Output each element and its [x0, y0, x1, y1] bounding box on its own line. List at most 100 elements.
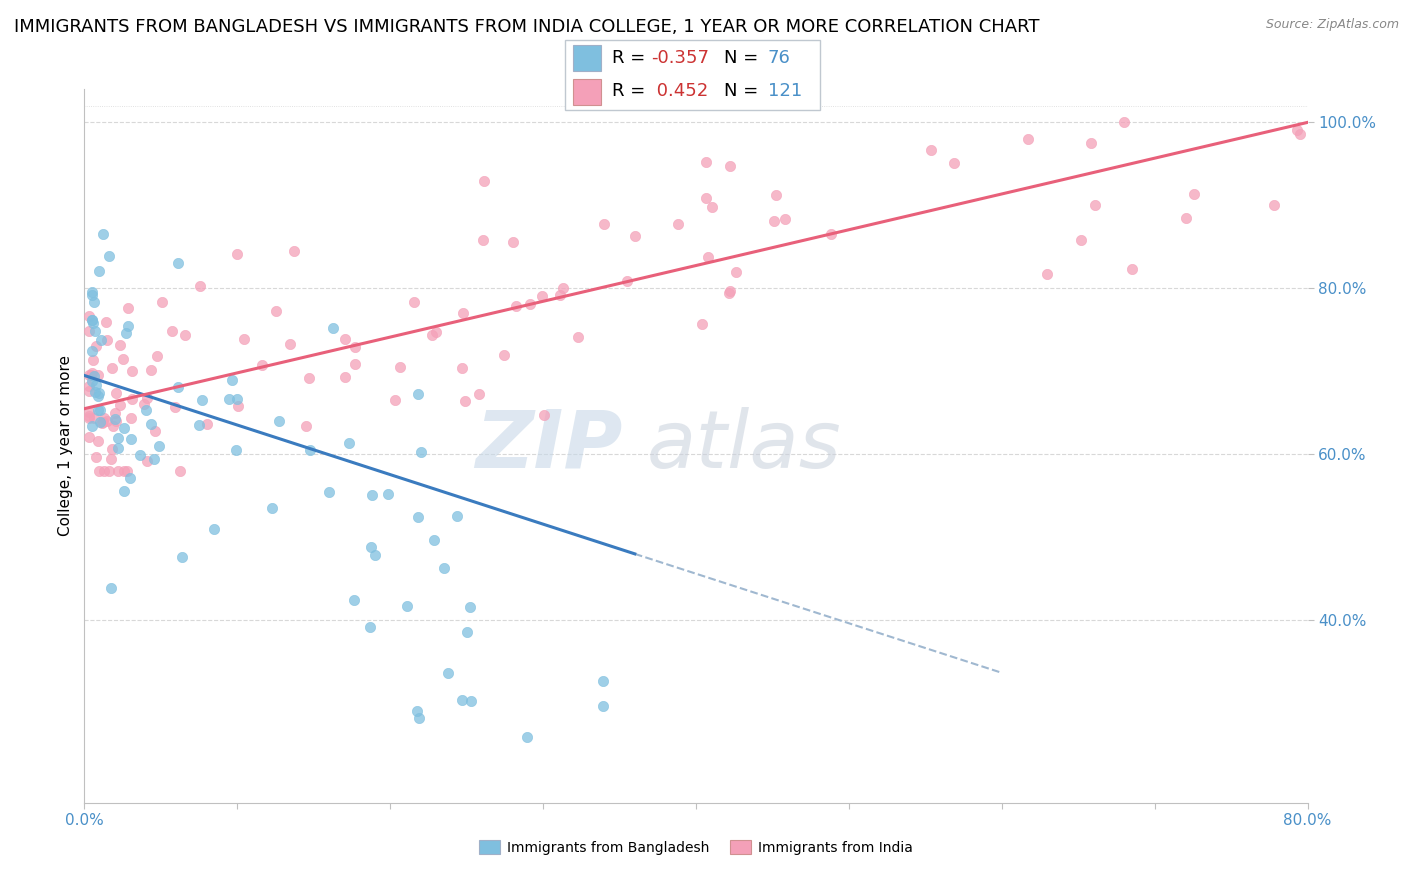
Point	[1174, 211, 1197, 226]
Point	[458, 600, 481, 615]
Point	[472, 233, 495, 247]
Point	[533, 409, 555, 423]
Point	[344, 340, 367, 354]
Point	[117, 301, 139, 316]
Point	[89, 415, 111, 429]
Point	[695, 155, 717, 169]
Point	[318, 484, 340, 499]
Point	[226, 399, 249, 413]
Point	[333, 370, 356, 384]
Point	[80, 285, 103, 299]
Point	[104, 406, 127, 420]
Point	[425, 325, 447, 339]
Point	[107, 464, 129, 478]
Point	[695, 191, 717, 205]
Point	[820, 227, 842, 241]
Point	[82, 313, 104, 327]
Point	[110, 337, 132, 351]
Point	[702, 200, 724, 214]
Text: 0.452: 0.452	[651, 82, 709, 100]
Point	[406, 510, 429, 524]
Point	[77, 384, 100, 398]
Point	[294, 419, 316, 434]
Point	[225, 443, 247, 458]
Point	[360, 488, 382, 502]
Point	[1036, 267, 1059, 281]
Point	[202, 522, 225, 536]
Point	[218, 392, 240, 406]
Point	[396, 599, 419, 614]
Point	[616, 273, 638, 287]
Point	[762, 214, 785, 228]
Point	[104, 411, 127, 425]
Point	[150, 294, 173, 309]
Point	[80, 366, 103, 380]
Point	[77, 430, 100, 444]
Point	[91, 227, 114, 241]
Point	[77, 410, 100, 425]
Point	[299, 442, 322, 457]
Point	[84, 450, 107, 465]
Point	[377, 486, 399, 500]
Point	[83, 411, 105, 425]
Point	[167, 256, 190, 270]
Point	[101, 418, 124, 433]
Point	[1017, 132, 1039, 146]
Point	[226, 247, 249, 261]
Point	[548, 288, 571, 302]
Point	[343, 357, 366, 371]
Point	[446, 509, 468, 524]
Point	[146, 349, 169, 363]
Point	[160, 324, 183, 338]
Point	[87, 389, 110, 403]
Point	[402, 295, 425, 310]
Point	[121, 364, 143, 378]
Point	[221, 373, 243, 387]
Point	[232, 332, 254, 346]
Point	[121, 392, 143, 406]
Point	[148, 439, 170, 453]
FancyBboxPatch shape	[572, 45, 602, 71]
Point	[96, 414, 118, 428]
Point	[77, 409, 100, 424]
Point	[118, 471, 141, 485]
Point	[1182, 186, 1205, 201]
Point	[250, 358, 273, 372]
Point	[420, 327, 443, 342]
Point	[364, 548, 387, 562]
Point	[450, 693, 472, 707]
Point	[111, 352, 134, 367]
Point	[388, 359, 411, 374]
Point	[1263, 197, 1285, 211]
Point	[343, 593, 366, 607]
Text: IMMIGRANTS FROM BANGLADESH VS IMMIGRANTS FROM INDIA COLLEGE, 1 YEAR OR MORE CORR: IMMIGRANTS FROM BANGLADESH VS IMMIGRANTS…	[14, 18, 1039, 36]
Point	[1121, 262, 1143, 277]
Point	[142, 452, 165, 467]
Point	[451, 361, 474, 376]
Point	[104, 386, 127, 401]
Point	[112, 464, 135, 478]
Point	[456, 625, 478, 640]
Point	[136, 454, 159, 468]
Point	[107, 441, 129, 455]
Point	[117, 319, 139, 334]
Point	[86, 368, 108, 383]
Point	[690, 317, 713, 331]
Point	[436, 665, 458, 680]
Point	[433, 560, 456, 574]
Y-axis label: College, 1 year or more: College, 1 year or more	[58, 356, 73, 536]
Point	[725, 265, 748, 279]
Point	[191, 392, 214, 407]
Point	[472, 173, 495, 187]
Point	[84, 324, 107, 338]
Point	[278, 337, 301, 351]
Point	[765, 187, 787, 202]
Point	[82, 316, 104, 330]
Point	[91, 415, 114, 429]
Point	[80, 418, 103, 433]
Point	[460, 694, 482, 708]
Point	[80, 312, 103, 326]
Point	[406, 704, 429, 718]
Point	[120, 432, 142, 446]
Point	[1070, 234, 1092, 248]
